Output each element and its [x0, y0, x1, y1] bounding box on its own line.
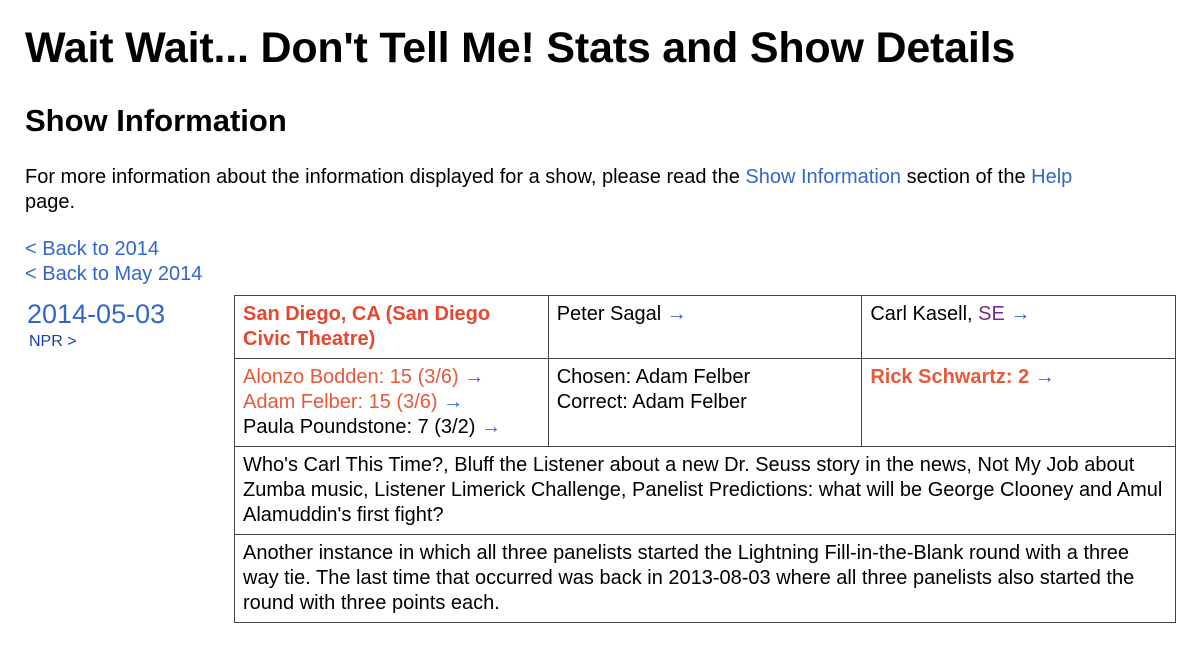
show-date-link[interactable]: 2014-05-03 [27, 299, 166, 329]
guest-score: Rick Schwartz: 2 [870, 366, 1030, 388]
panelist-row: Adam Felber: 15 (3/6) → [243, 390, 540, 415]
bluff-chosen: Chosen: Adam Felber [556, 366, 751, 388]
back-to-month-link[interactable]: < Back to May 2014 [25, 263, 203, 285]
guest-cell: Rick Schwartz: 2 → [861, 358, 1176, 447]
scorekeeper-cell: Carl Kasell, SE → [861, 295, 1176, 359]
intro-text-middle: section of the [901, 166, 1032, 188]
panelist-row: Paula Poundstone: 7 (3/2) → [243, 415, 540, 440]
intro-text-before: For more information about the informati… [25, 166, 746, 188]
panelist-score: Alonzo Bodden: 15 (3/6) [243, 366, 459, 388]
show-location: San Diego, CA (San Diego Civic Theatre) [243, 303, 491, 350]
panelist-arrow-link[interactable]: → [464, 366, 485, 388]
show-details-row-middle: Alonzo Bodden: 15 (3/6) → Adam Felber: 1… [234, 358, 1176, 447]
help-link[interactable]: Help [1031, 166, 1073, 188]
guest-arrow-link[interactable]: → [1034, 366, 1055, 388]
intro-text-after: page. [25, 191, 76, 213]
back-to-year-link[interactable]: < Back to 2014 [25, 238, 159, 260]
page-title: Wait Wait... Don't Tell Me! Stats and Sh… [25, 24, 1016, 72]
show-details-row-top: San Diego, CA (San Diego Civic Theatre) … [234, 295, 1176, 359]
bluff-cell: Chosen: Adam Felber Correct: Adam Felber [547, 358, 863, 447]
scorekeeper-tag-link[interactable]: SE [978, 303, 1005, 325]
host-name: Peter Sagal [556, 303, 662, 325]
show-description: Who's Carl This Time?, Bluff the Listene… [234, 446, 1176, 535]
show-notes-row: Another instance in which all three pane… [234, 534, 1176, 623]
location-cell: San Diego, CA (San Diego Civic Theatre) [234, 295, 549, 359]
bluff-correct: Correct: Adam Felber [556, 391, 747, 413]
panelist-score: Adam Felber: 15 (3/6) [243, 391, 438, 413]
scorekeeper-separator: , [967, 303, 979, 325]
host-cell: Peter Sagal → [547, 295, 863, 359]
intro-paragraph: For more information about the informati… [25, 165, 1105, 215]
scorekeeper-arrow-link[interactable]: → [1010, 303, 1031, 325]
npr-link[interactable]: NPR > [29, 333, 77, 350]
panelist-score: Paula Poundstone: 7 (3/2) [243, 416, 476, 438]
panelist-row: Alonzo Bodden: 15 (3/6) → [243, 365, 540, 390]
show-date-block: 2014-05-03 NPR > [27, 297, 165, 353]
panelist-arrow-link[interactable]: → [443, 391, 464, 413]
show-description-row: Who's Carl This Time?, Bluff the Listene… [234, 446, 1176, 535]
back-navigation: < Back to 2014 < Back to May 2014 [25, 237, 202, 287]
panelists-cell: Alonzo Bodden: 15 (3/6) → Adam Felber: 1… [234, 358, 549, 447]
scorekeeper-name: Carl Kasell [870, 303, 968, 325]
section-heading: Show Information [25, 103, 287, 138]
show-details-table: San Diego, CA (San Diego Civic Theatre) … [234, 295, 1176, 623]
host-arrow-link[interactable]: → [666, 303, 687, 325]
show-information-link[interactable]: Show Information [745, 166, 902, 188]
panelist-arrow-link[interactable]: → [480, 416, 501, 438]
show-notes: Another instance in which all three pane… [234, 534, 1176, 623]
